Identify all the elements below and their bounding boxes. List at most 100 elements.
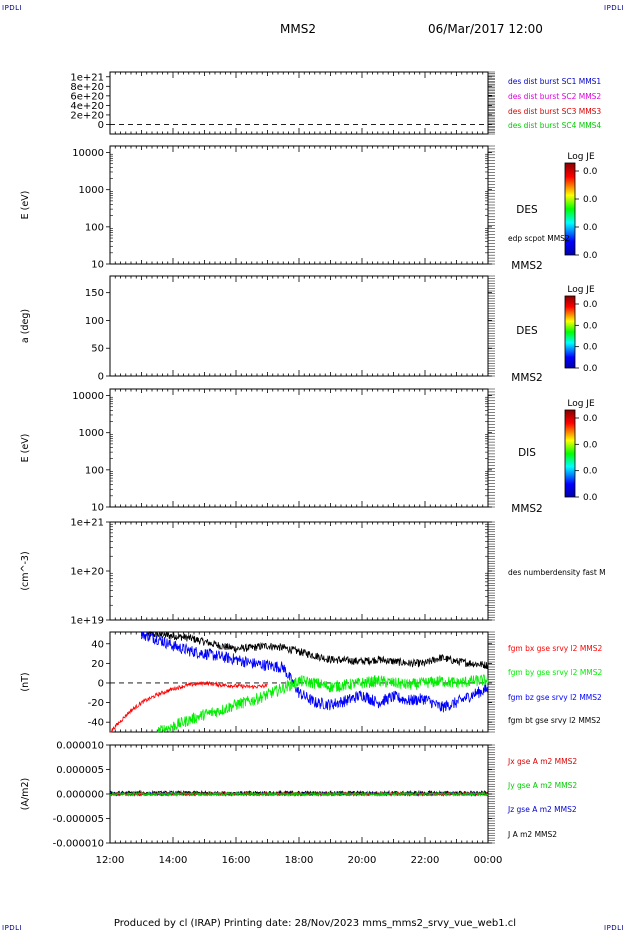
y-tick-label: 1e+21 <box>70 518 104 529</box>
legend-entry: des dist burst SC1 MMS1 <box>508 77 601 86</box>
colorbar-tick-label: 0.0 <box>583 467 598 477</box>
y-tick-label: 0 <box>98 120 104 131</box>
y-tick-label: 100 <box>85 465 104 476</box>
y-tick-label: 0.000000 <box>56 790 104 801</box>
colorbar-title: Log JE <box>567 399 595 409</box>
legend-entry: J A m2 MMS2 <box>507 830 557 839</box>
legend-entry: Jz gse A m2 MMS2 <box>507 805 577 814</box>
spacecraft-label: MMS2 <box>511 503 542 515</box>
y-tick-label: 1000 <box>79 185 104 196</box>
series-line <box>110 680 268 733</box>
colorbar-tick-label: 0.0 <box>583 321 598 331</box>
colorbar-title: Log JE <box>567 152 595 162</box>
y-tick-label: 4e+20 <box>70 101 104 112</box>
colorbar-tick-label: 0.0 <box>583 493 598 503</box>
y-tick-label: -40 <box>88 718 104 729</box>
x-tick-label: 22:00 <box>411 855 440 866</box>
y-tick-label: 0 <box>98 678 104 689</box>
legend-entry: fgm bx gse srvy l2 MMS2 <box>508 644 603 653</box>
y-tick-label: 10 <box>91 503 104 514</box>
legend-entry: des dist burst SC3 MMS3 <box>508 107 601 116</box>
corner-label: IPDLI <box>2 4 23 12</box>
plot-frame <box>109 145 489 265</box>
y-tick-label: 8e+20 <box>70 82 104 93</box>
y-tick-label: 1e+19 <box>70 616 104 627</box>
y-tick-label: -0.000010 <box>53 839 104 850</box>
legend-entry: Jx gse A m2 MMS2 <box>507 757 577 766</box>
y-tick-label: 1000 <box>79 428 104 439</box>
x-tick-label: 00:00 <box>474 855 503 866</box>
instrument-label: DIS <box>518 447 536 459</box>
spacecraft-title: MMS2 <box>280 22 316 36</box>
colorbar-tick-label: 0.0 <box>583 195 598 205</box>
y-tick-label: -20 <box>88 698 104 709</box>
y-tick-label: 10 <box>91 260 104 271</box>
colorbar-tick-label: 0.0 <box>583 251 598 261</box>
panel-1 <box>106 145 579 265</box>
y-tick-label: 100 <box>85 222 104 233</box>
legend-entry: des numberdensity fast M <box>508 568 606 577</box>
colorbar-tick-label: 0.0 <box>583 167 598 177</box>
plot-frame <box>109 275 489 377</box>
x-tick-label: 18:00 <box>285 855 314 866</box>
panel-5 <box>106 630 495 733</box>
spacecraft-label: MMS2 <box>511 260 542 272</box>
colorbar-title: Log JE <box>567 285 595 295</box>
y-tick-label: 50 <box>91 344 104 355</box>
legend-entry: fgm by gse srvy l2 MMS2 <box>508 668 603 677</box>
y-tick-label: 0.000005 <box>56 765 104 776</box>
y-tick-label: 0.000010 <box>56 741 104 752</box>
plot-frame <box>109 388 489 508</box>
panel-6 <box>106 744 495 844</box>
y-tick-label: -0.000005 <box>53 814 104 825</box>
colorbar <box>564 295 576 369</box>
series-line <box>141 631 489 713</box>
y-tick-label: 1e+21 <box>70 72 104 83</box>
plot-frame <box>109 521 489 621</box>
corner-label: IPDLI <box>2 924 23 932</box>
colorbar-tick-label: 0.0 <box>583 414 598 424</box>
y-tick-label: 20 <box>91 659 104 670</box>
panel-3 <box>106 388 579 508</box>
legend-entry: Jy gse A m2 MMS2 <box>507 781 577 790</box>
x-tick-label: 12:00 <box>96 855 125 866</box>
y-tick-label: 100 <box>85 316 104 327</box>
scpot-legend-label: edp scpot MMS2 <box>508 234 570 243</box>
panel-4 <box>106 521 495 621</box>
legend-entry: des dist burst SC2 MMS2 <box>508 92 601 101</box>
series-line <box>109 790 489 797</box>
panel-0 <box>106 71 495 135</box>
x-tick-label: 20:00 <box>348 855 377 866</box>
colorbar <box>564 409 576 498</box>
legend-entry: des dist burst SC4 MMS4 <box>508 121 601 130</box>
y-axis-label: (nT) <box>20 672 31 691</box>
instrument-label: DES <box>516 204 538 216</box>
y-axis-label: a (deg) <box>20 309 31 343</box>
series-line <box>157 674 489 733</box>
y-tick-label: 6e+20 <box>70 91 104 102</box>
y-tick-label: 10000 <box>72 391 104 402</box>
colorbar-tick-label: 0.0 <box>583 364 598 374</box>
colorbar-tick-label: 0.0 <box>583 223 598 233</box>
x-tick-label: 16:00 <box>222 855 251 866</box>
footer-text: Produced by cl (IRAP) Printing date: 28/… <box>113 918 517 929</box>
y-tick-label: 40 <box>91 639 104 650</box>
colorbar-tick-label: 0.0 <box>583 343 598 353</box>
y-axis-label: (A/m2) <box>20 778 31 810</box>
y-tick-label: 10000 <box>72 148 104 159</box>
instrument-label: DES <box>516 325 538 337</box>
y-tick-label: 0 <box>98 372 104 383</box>
y-tick-label: 150 <box>85 288 104 299</box>
colorbar <box>564 162 576 256</box>
colorbar-tick-label: 0.0 <box>583 300 598 310</box>
y-tick-label: 1e+20 <box>70 567 104 578</box>
y-tick-label: 2e+20 <box>70 110 104 121</box>
legend-entry: fgm bz gse srvy l2 MMS2 <box>508 693 602 702</box>
x-tick-label: 14:00 <box>159 855 188 866</box>
y-axis-label: (cm^-3) <box>20 551 31 590</box>
legend-entry: fgm bt gse srvy l2 MMS2 <box>508 716 601 725</box>
corner-label: IPDLI <box>604 924 625 932</box>
y-axis-label: E (eV) <box>20 191 31 220</box>
series-line <box>147 630 489 670</box>
